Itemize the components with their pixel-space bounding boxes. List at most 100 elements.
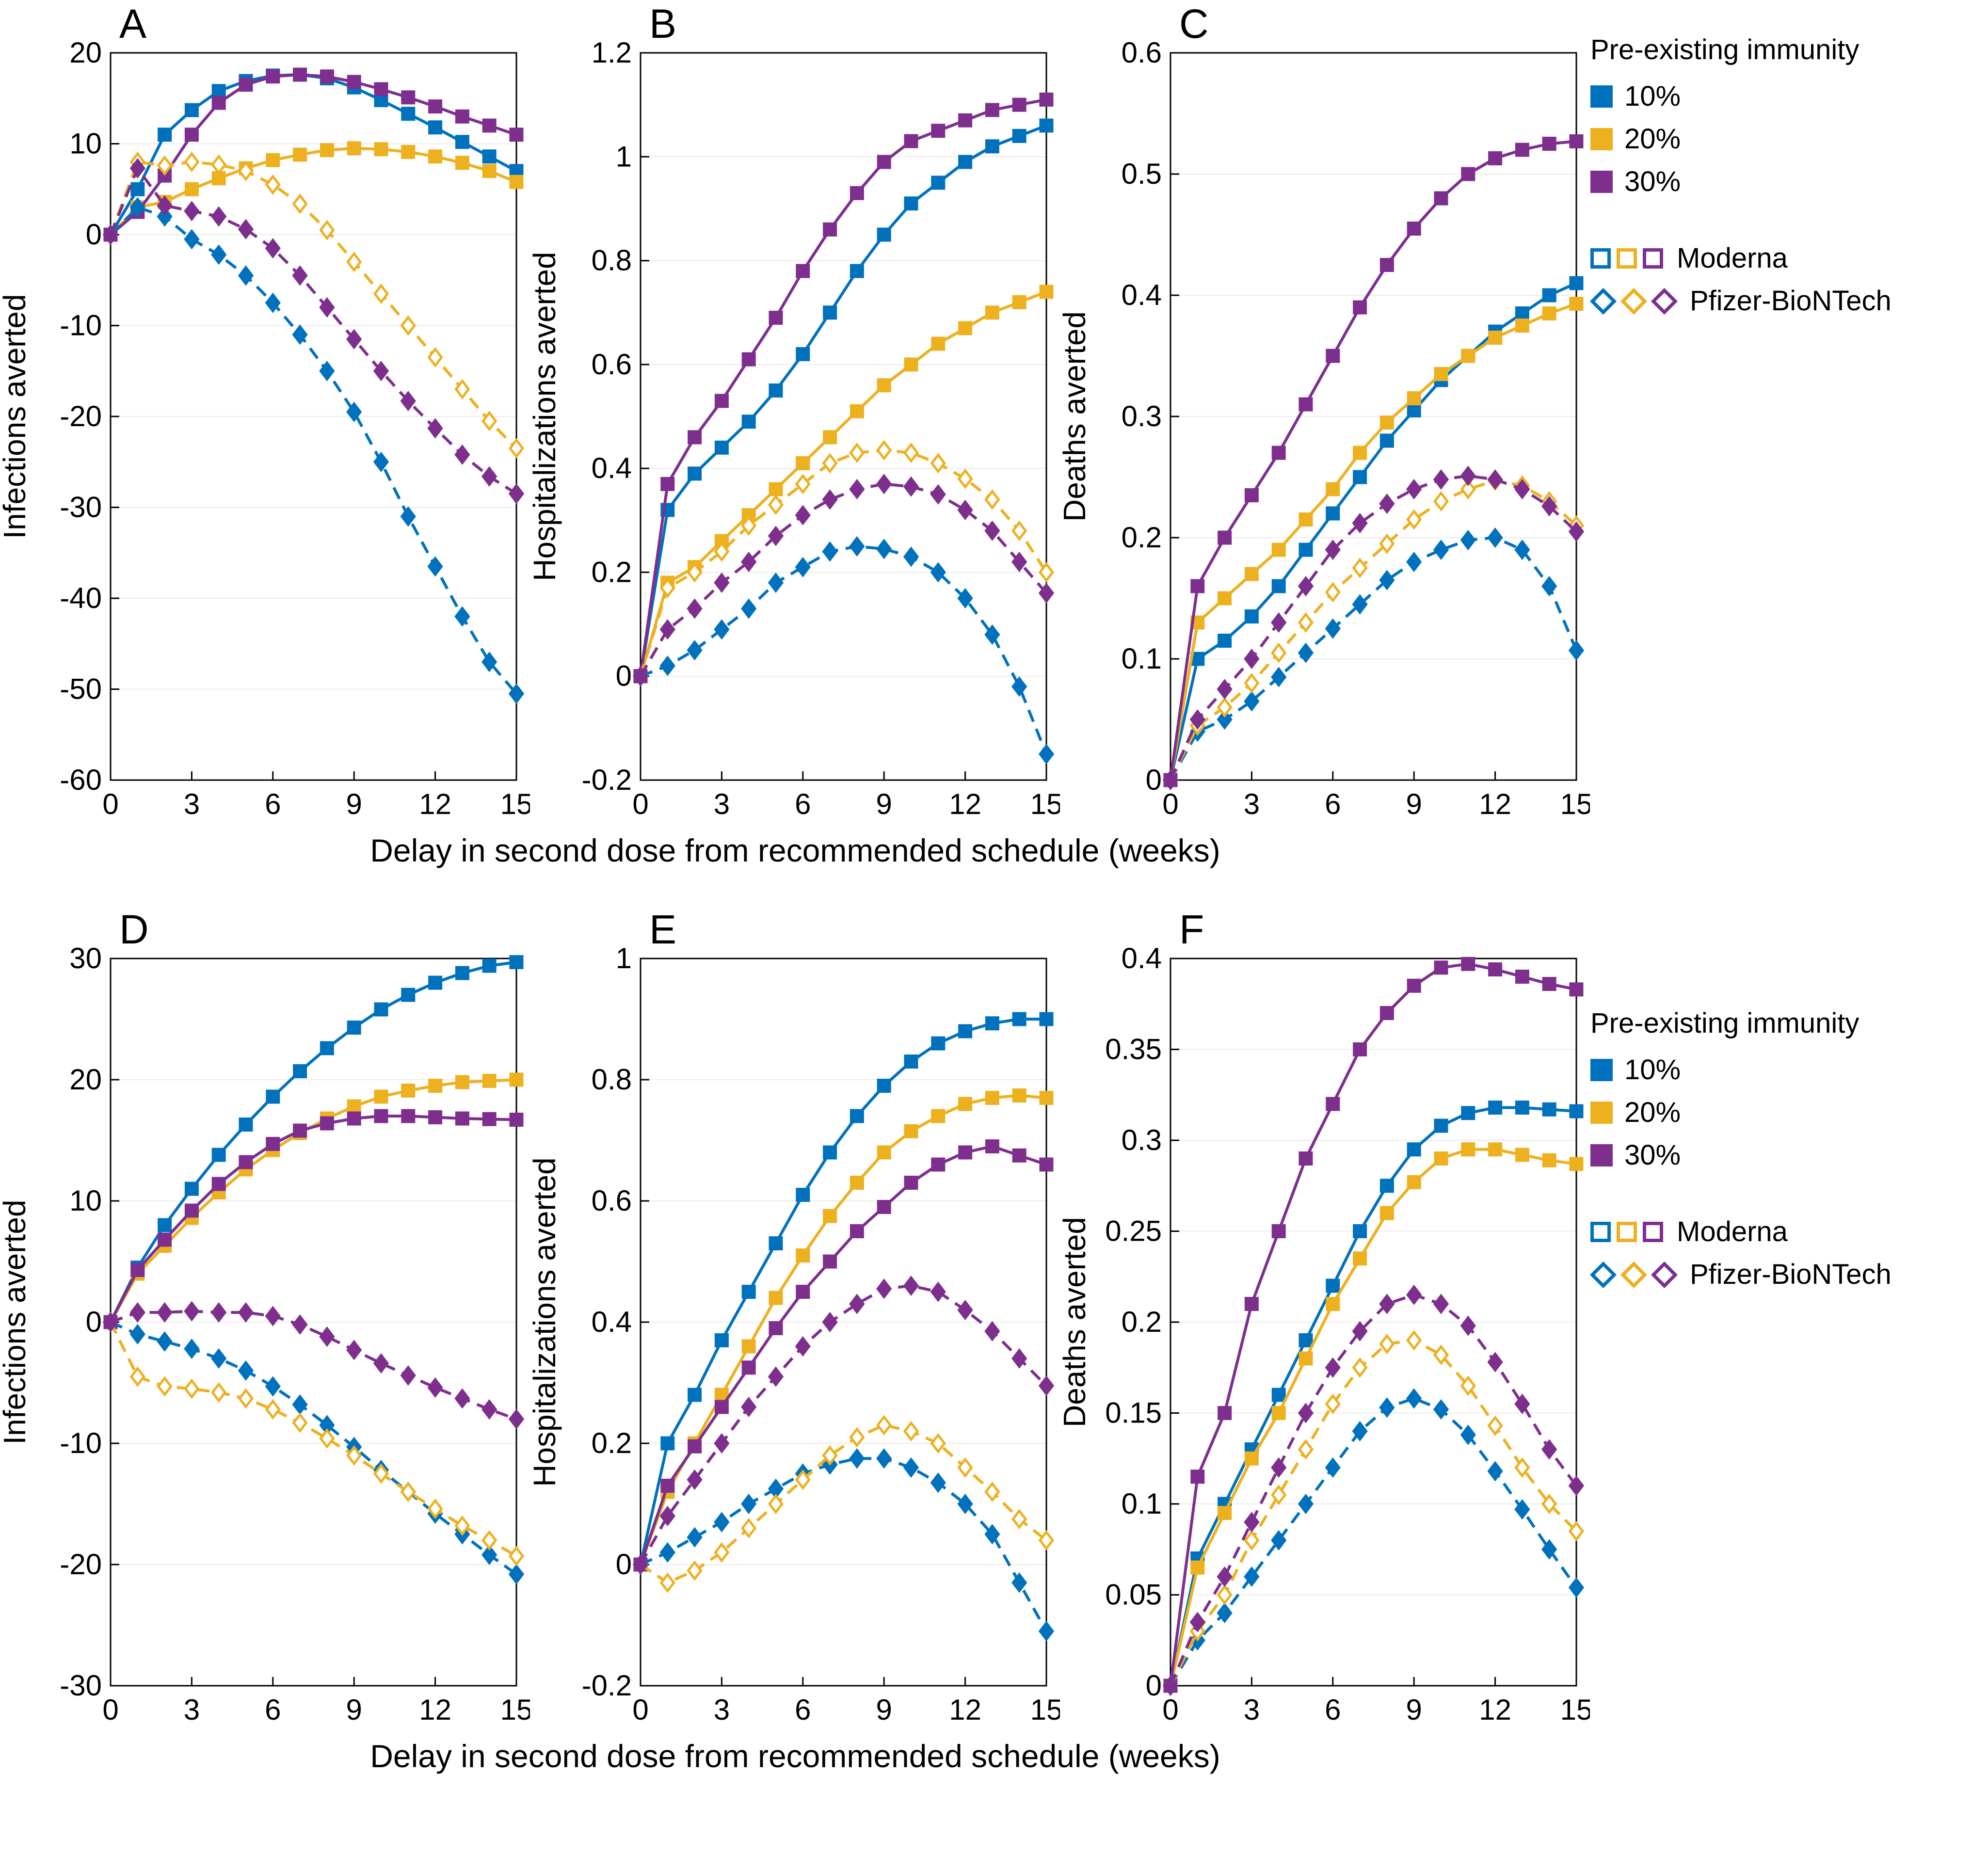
marker-diamond (714, 1542, 730, 1563)
marker-diamond (346, 1445, 362, 1466)
marker-diamond (1433, 1399, 1449, 1420)
legend-item-label: 30% (1624, 1139, 1681, 1171)
marker-diamond (1244, 691, 1260, 712)
panel-e-chart: 0 3 6 9 12 15-0.200.20.40.60.81Hospitalizatio… (530, 912, 1060, 1726)
legend-immunity-items: 10% 20% 30% (1590, 1056, 1973, 1169)
marker-diamond (1352, 558, 1368, 578)
marker-diamond (1352, 512, 1368, 534)
marker-diamond (930, 1472, 946, 1493)
marker-square (931, 176, 946, 190)
x-tick-label: 6 (265, 788, 281, 820)
marker-diamond (508, 483, 525, 504)
marker-square (266, 153, 280, 167)
marker-diamond (903, 476, 919, 497)
marker-square (1434, 367, 1448, 381)
marker-square (1488, 962, 1503, 976)
marker-diamond (1568, 1577, 1585, 1598)
marker-square (1488, 151, 1503, 165)
marker-diamond (346, 252, 362, 272)
marker-square (1434, 960, 1448, 975)
legend-vaccine-items: Moderna Pfizer-BioNTech (1589, 242, 1973, 315)
marker-diamond (1325, 1457, 1341, 1478)
marker-diamond (292, 1394, 308, 1415)
legend-vaccine-label: Moderna (1677, 242, 1788, 274)
marker-square (455, 109, 469, 124)
y-tick-label: 10 (69, 1184, 102, 1217)
marker-diamond (849, 479, 865, 500)
marker-diamond (1379, 1294, 1395, 1314)
marker-square (1569, 982, 1584, 997)
marker-square (741, 415, 756, 429)
marker-diamond (741, 515, 757, 536)
marker-square (1461, 349, 1475, 363)
marker-square (660, 1436, 675, 1451)
marker-diamond (454, 379, 470, 399)
marker-square (347, 141, 361, 156)
series-line-pfizer-biontech-30% (109, 167, 517, 495)
marker-square (293, 67, 307, 82)
x-tick-label: 0 (102, 1693, 118, 1726)
y-tick-label: 1 (616, 140, 632, 173)
marker-square (1488, 1101, 1503, 1115)
marker-diamond (741, 1518, 757, 1539)
marker-diamond (714, 619, 730, 640)
x-tick-label: 6 (795, 1693, 811, 1726)
marker-diamond (481, 1544, 497, 1565)
marker-diamond (687, 1560, 703, 1581)
marker-diamond (1514, 479, 1530, 500)
marker-square (931, 124, 946, 138)
marker-square (482, 149, 497, 164)
marker-square (1271, 543, 1286, 557)
marker-diamond (876, 1448, 892, 1469)
marker-square (1326, 506, 1340, 521)
marker-diamond (659, 1505, 675, 1527)
marker-diamond (1162, 769, 1179, 791)
marker-square (877, 1145, 891, 1160)
marker-diamond (157, 1376, 173, 1397)
marker-square (688, 430, 702, 445)
marker-diamond (454, 1388, 470, 1409)
x-tick-label: 12 (949, 1693, 981, 1726)
marker-square (769, 482, 783, 496)
marker-square (741, 352, 756, 367)
marker-diamond (1244, 672, 1260, 694)
x-tick-label: 12 (1479, 788, 1511, 820)
marker-square (904, 1054, 918, 1069)
marker-square (482, 958, 497, 973)
series-line-moderna-30% (1169, 962, 1577, 1686)
marker-diamond (400, 315, 416, 336)
diamond-marker-icon (1651, 288, 1678, 315)
marker-square (1434, 1151, 1448, 1166)
legend-vaccine-pfizer-biontech: Pfizer-BioNTech (1589, 1261, 1973, 1289)
marker-square (1407, 978, 1421, 993)
marker-diamond (427, 1377, 443, 1398)
marker-diamond (319, 220, 335, 240)
y-axis-label: Infections averted (0, 294, 32, 539)
marker-diamond (292, 193, 308, 214)
marker-diamond (1460, 529, 1476, 551)
marker-diamond (1244, 648, 1260, 670)
y-tick-label: 0.8 (592, 1063, 632, 1096)
y-tick-label: 20 (69, 36, 102, 69)
marker-square (184, 128, 199, 142)
series-line-moderna-10% (109, 73, 517, 236)
marker-diamond (508, 1564, 525, 1585)
marker-square (850, 404, 864, 418)
square-marker-icon (1617, 1222, 1637, 1242)
marker-square (796, 1285, 810, 1299)
marker-square (374, 82, 388, 96)
y-tick-label: -10 (60, 1427, 102, 1459)
marker-diamond (157, 195, 173, 216)
legend-item-label: 20% (1624, 123, 1681, 155)
marker-diamond (1217, 1584, 1233, 1605)
marker-diamond (373, 451, 389, 472)
marker-square (958, 1097, 973, 1111)
marker-diamond (1460, 1315, 1476, 1336)
marker-diamond (768, 495, 784, 515)
marker-diamond (1487, 469, 1503, 490)
marker-square (904, 196, 918, 211)
panel-letter: A (119, 7, 146, 47)
marker-diamond (508, 683, 525, 704)
y-axis-label: Infections averted (0, 1199, 32, 1444)
marker-diamond (1189, 1612, 1205, 1632)
